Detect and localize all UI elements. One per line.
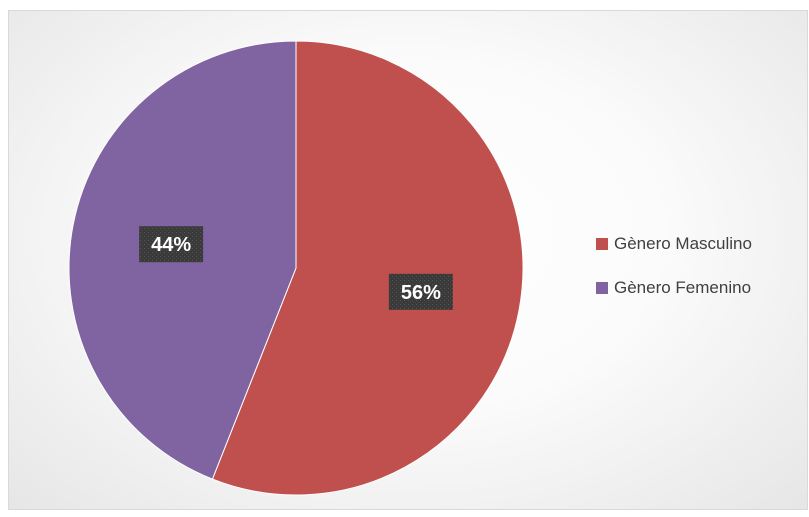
legend-swatch-femenino	[596, 281, 608, 294]
data-label-text-femenino: 44%	[151, 234, 191, 256]
data-label-masculino: 56%	[388, 273, 453, 310]
data-label-text-masculino: 56%	[401, 282, 441, 304]
legend: Gènero Masculino Gènero Femenino	[596, 232, 806, 320]
data-label-femenino: 44%	[139, 226, 204, 263]
legend-label-femenino: Gènero Femenino	[614, 277, 752, 297]
legend-item-femenino: Gènero Femenino	[596, 276, 806, 299]
pie-slice-masculino	[211, 40, 524, 496]
legend-label-masculino: Gènero Masculino	[614, 233, 752, 253]
data-label-box-femenino	[139, 226, 204, 263]
data-label-box-masculino	[388, 273, 453, 310]
legend-item-masculino: Gènero Masculino	[596, 232, 806, 255]
legend-swatch-masculino	[596, 237, 608, 250]
